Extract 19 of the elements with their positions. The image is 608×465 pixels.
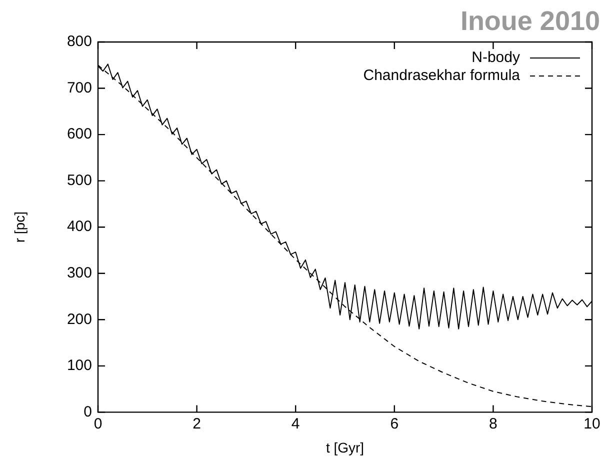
text: Inoue 2010 (460, 6, 600, 36)
x-tick-label: 6 (390, 415, 399, 432)
x-axis-title: t [Gyr] (326, 439, 364, 456)
legend-label: Chandrasekhar formula (363, 67, 521, 84)
x-tick-label: 2 (192, 415, 201, 432)
y-tick-label: 700 (66, 79, 92, 96)
y-tick-label: 100 (66, 357, 92, 374)
y-tick-label: 600 (66, 126, 92, 143)
x-tick-label: 8 (489, 415, 498, 432)
y-tick-label: 800 (66, 33, 92, 50)
y-tick-label: 500 (66, 172, 92, 189)
y-tick-label: 300 (66, 264, 92, 282)
y-axis-title: r [pc] (11, 212, 28, 243)
y-tick-label: 400 (66, 218, 92, 236)
legend-label: N-body (472, 49, 520, 66)
y-tick-label: 0 (84, 403, 92, 420)
x-tick-label: 10 (584, 415, 600, 432)
y-tick-label: 200 (66, 310, 92, 328)
x-tick-label: 4 (291, 415, 300, 432)
